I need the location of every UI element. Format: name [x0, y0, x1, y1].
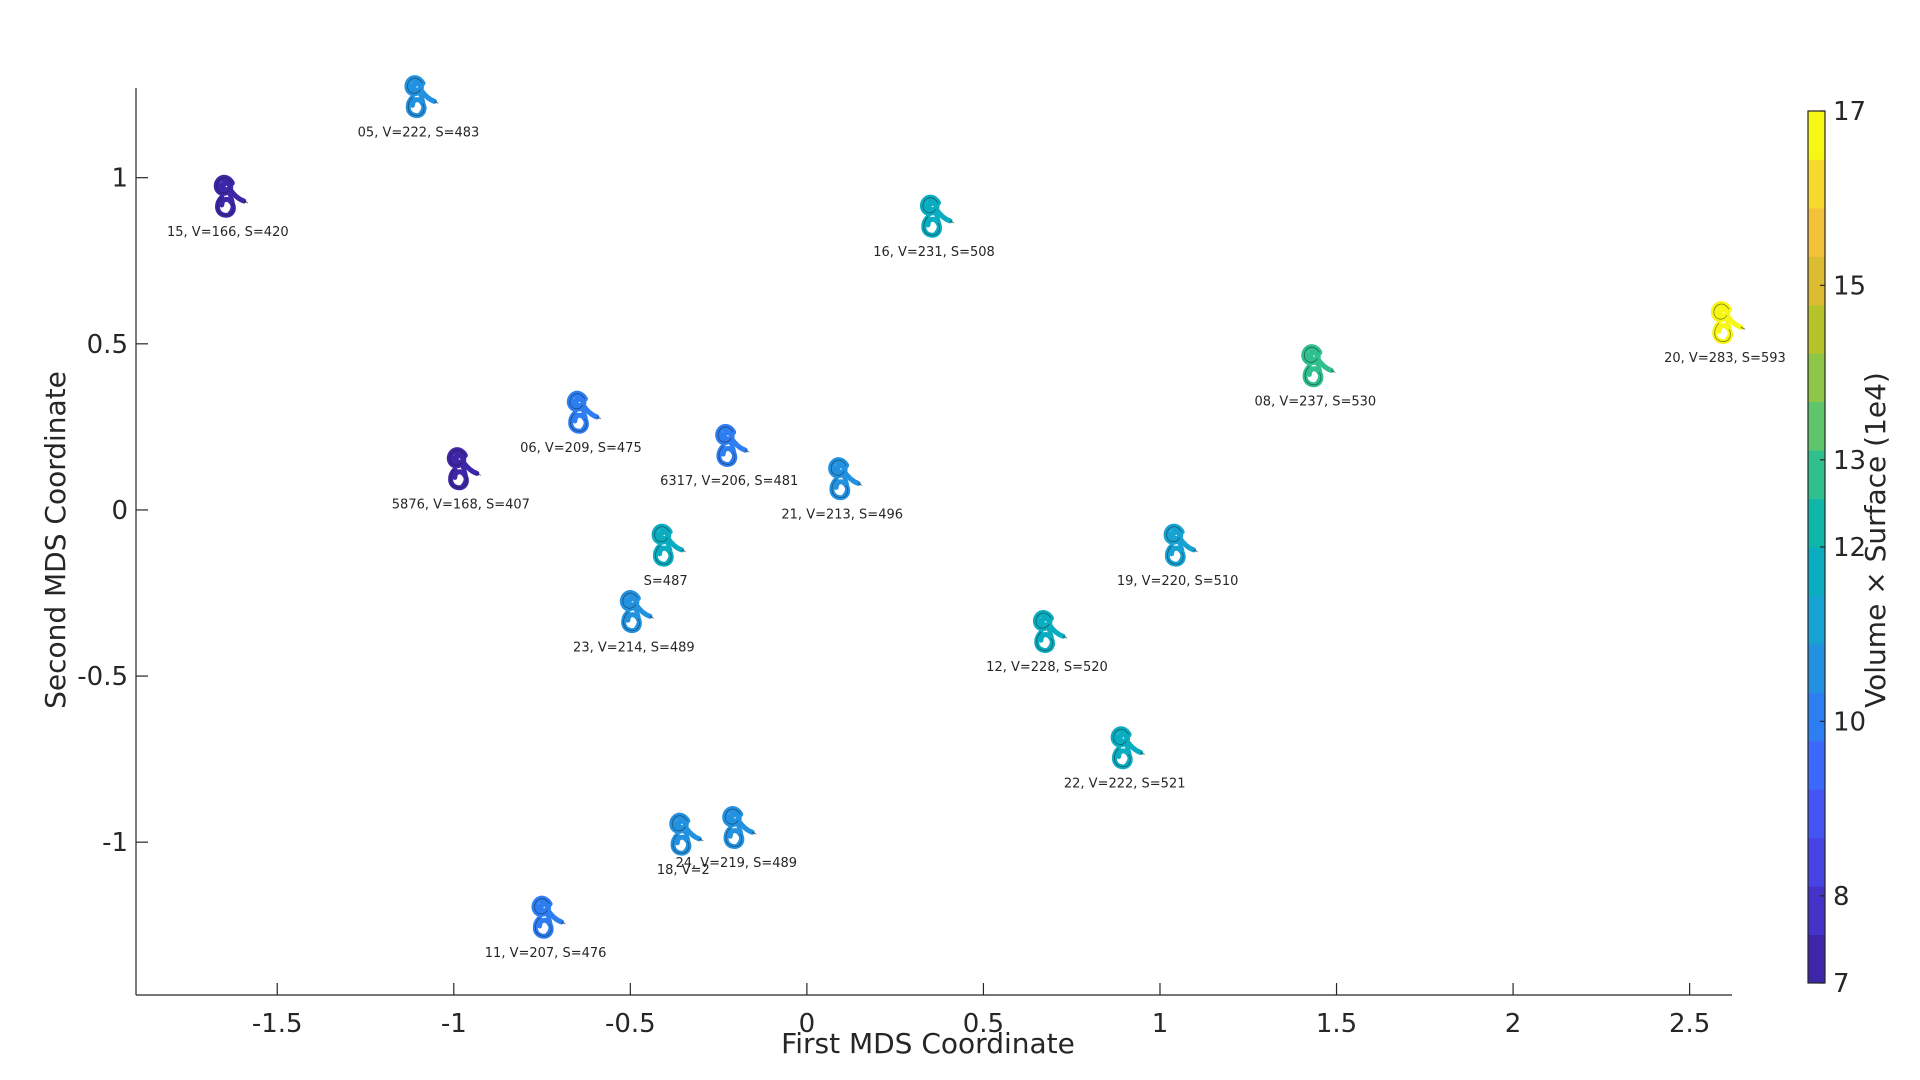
cochlea-shape-icon: [531, 895, 566, 939]
cochlea-shape-icon: [722, 806, 757, 850]
cochlea-shape-icon: [1110, 726, 1145, 770]
y-tick-label: -1: [102, 828, 128, 858]
point-label: 23, V=214, S=489: [573, 640, 695, 655]
y-tick-label: 1: [111, 164, 128, 194]
colorbar-segment: [1808, 304, 1825, 354]
colorbar-segment: [1808, 159, 1825, 209]
colorbar-segment: [1808, 595, 1825, 645]
x-tick-label: 1.5: [1316, 1009, 1357, 1039]
point-label: S=487: [644, 574, 688, 589]
point-label: 20, V=283, S=593: [1664, 351, 1786, 366]
y-tick-label: 0: [111, 496, 128, 526]
data-point: 24, V=219, S=489: [675, 806, 797, 871]
point-label: 16, V=231, S=508: [873, 245, 995, 260]
point-label: 18, V=2: [657, 863, 710, 878]
colorbar-segment: [1808, 450, 1825, 500]
x-tick-label: 2.5: [1669, 1009, 1710, 1039]
x-tick-label: -1: [441, 1009, 467, 1039]
colorbar-segment: [1808, 837, 1825, 887]
data-point: 22, V=222, S=521: [1064, 726, 1186, 792]
colorbar-segment: [1808, 111, 1825, 160]
point-label: 19, V=220, S=510: [1117, 574, 1239, 589]
y-tick-label: -0.5: [77, 662, 128, 692]
colorbar-tick-label: 7: [1833, 969, 1850, 999]
y-axis-ticks: 1 0.5 0 -0.5 -1: [77, 164, 148, 858]
colorbar-segment: [1808, 353, 1825, 403]
point-label: 08, V=237, S=530: [1255, 394, 1377, 409]
colorbar-tick-label: 13: [1833, 446, 1866, 476]
x-tick-label: -0.5: [605, 1009, 656, 1039]
colorbar-tick-label: 8: [1833, 882, 1850, 912]
colorbar-segment: [1808, 498, 1825, 548]
colorbar-segment: [1808, 934, 1825, 984]
colorbar-tick-label: 17: [1833, 97, 1866, 127]
x-tick-label: 2: [1505, 1009, 1522, 1039]
point-label: 5876, V=168, S=407: [392, 497, 530, 512]
point-label: 6317, V=206, S=481: [660, 474, 798, 489]
cochlea-shape-icon: [446, 447, 482, 491]
data-point: 06, V=209, S=475: [520, 390, 642, 456]
cochlea-shape-icon: [1163, 523, 1198, 567]
data-point: 19, V=220, S=510: [1117, 523, 1239, 589]
cochlea-shape-icon: [1710, 301, 1746, 345]
x-axis-ticks: -1.5 -1 -0.5 0 0.5 1 1.5 2 2.5: [252, 983, 1710, 1039]
x-axis-title: First MDS Coordinate: [781, 1027, 1075, 1060]
data-point: 20, V=283, S=593: [1664, 301, 1786, 366]
point-label: 12, V=228, S=520: [986, 660, 1108, 675]
colorbar-segment: [1808, 256, 1825, 306]
colorbar-segment: [1808, 740, 1825, 790]
point-label: 06, V=209, S=475: [520, 441, 642, 456]
cochlea-shape-icon: [404, 75, 439, 119]
point-label: 11, V=207, S=476: [485, 946, 607, 961]
x-tick-label: 1: [1152, 1009, 1169, 1039]
cochlea-shape-icon: [566, 390, 602, 434]
y-tick-label: 0.5: [87, 330, 128, 360]
colorbar-segment: [1808, 886, 1825, 936]
data-point: 21, V=213, S=496: [781, 457, 903, 522]
point-label: 15, V=166, S=420: [167, 225, 289, 240]
cochlea-shape-icon: [213, 174, 249, 218]
point-label: 22, V=222, S=521: [1064, 777, 1186, 792]
data-point: 5876, V=168, S=407: [392, 447, 530, 512]
plot-axes: [135, 88, 1732, 996]
cochlea-shape-icon: [1032, 610, 1068, 654]
colorbar-segment: [1808, 207, 1825, 257]
cochlea-shape-icon: [619, 590, 655, 634]
colorbar-segment: [1808, 401, 1825, 451]
data-point: 11, V=207, S=476: [485, 895, 607, 961]
data-point: 05, V=222, S=483: [358, 75, 480, 140]
data-point: 08, V=237, S=530: [1255, 344, 1377, 409]
y-axis-title: Second MDS Coordinate: [39, 371, 72, 709]
cochlea-shape-icon: [669, 812, 704, 856]
cochlea-shape-icon: [651, 523, 686, 567]
colorbar-tick-label: 12: [1833, 533, 1866, 563]
colorbar-segment: [1808, 789, 1825, 839]
cochlea-shape-icon: [828, 457, 863, 501]
cochlea-shape-icon: [715, 423, 750, 467]
colorbar-segment: [1808, 643, 1825, 693]
data-point: 18, V=2: [657, 812, 710, 878]
colorbar-segment: [1808, 547, 1825, 596]
data-point: 12, V=228, S=520: [986, 610, 1108, 675]
data-points: 05, V=222, S=483 15, V=166, S=420 16, V=23…: [167, 75, 1786, 961]
colorbar-tick-label: 15: [1833, 271, 1866, 301]
x-tick-label: -1.5: [252, 1009, 303, 1039]
colorbar-segment: [1808, 692, 1825, 742]
data-point: 16, V=231, S=508: [873, 194, 995, 260]
point-label: 05, V=222, S=483: [358, 125, 480, 140]
cochlea-shape-icon: [919, 194, 955, 238]
data-point: 23, V=214, S=489: [573, 590, 695, 655]
x-tick-label: 0: [799, 1009, 816, 1039]
data-point: S=487: [644, 523, 688, 589]
cochlea-shape-icon: [1301, 344, 1336, 388]
data-point: 6317, V=206, S=481: [660, 423, 798, 489]
x-tick-label: 0.5: [963, 1009, 1004, 1039]
colorbar: 7 8 10 12 13 15 17: [1807, 97, 1866, 999]
data-point: 15, V=166, S=420: [167, 174, 289, 240]
colorbar-tick-label: 10: [1833, 707, 1866, 737]
colorbar-title: Volume × Surface (1e4): [1859, 372, 1892, 708]
point-label: 24, V=219, S=489: [675, 856, 797, 871]
point-label: 21, V=213, S=496: [781, 507, 903, 522]
